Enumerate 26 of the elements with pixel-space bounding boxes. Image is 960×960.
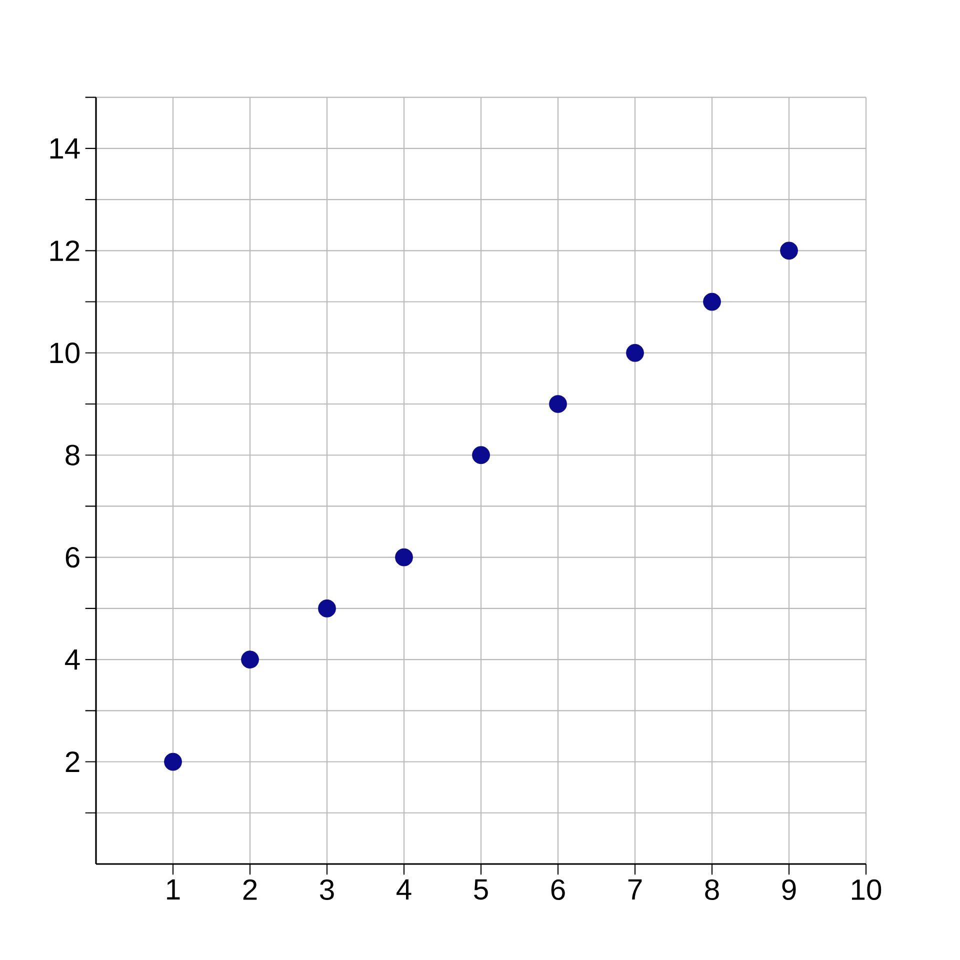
y-tick-label: 2 (66, 752, 80, 772)
point (318, 600, 336, 618)
x-tick-label: 6 (551, 879, 565, 900)
x-tick-label: 3 (320, 879, 334, 900)
point (780, 242, 798, 260)
y-tick-label: 14 (50, 138, 80, 158)
x-tick-label: 10 (852, 879, 882, 900)
y-tick-label: 10 (50, 342, 80, 364)
x-tick-label: 9 (782, 879, 796, 900)
point (241, 650, 259, 668)
y-tick-label: 6 (66, 546, 80, 568)
y-tick-label: 4 (65, 650, 80, 670)
point (703, 292, 721, 311)
point (395, 548, 413, 566)
point (549, 395, 567, 413)
x-tick-label: 8 (705, 879, 719, 900)
point (626, 344, 644, 362)
point (472, 446, 490, 464)
y-tick-label: 8 (66, 444, 80, 466)
x-tick-label: 5 (474, 879, 488, 900)
point (164, 752, 182, 771)
x-tick-label: 7 (628, 879, 642, 900)
x-tick-label: 1 (167, 879, 180, 900)
x-tick-label: 2 (243, 879, 257, 900)
y-tick-label: 12 (50, 240, 80, 261)
x-tick-label: 4 (396, 879, 412, 900)
